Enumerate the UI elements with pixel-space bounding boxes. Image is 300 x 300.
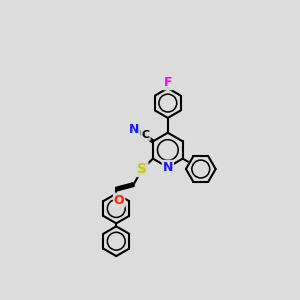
Text: N: N (129, 123, 140, 136)
Text: F: F (164, 76, 172, 89)
Text: O: O (114, 194, 124, 207)
Text: N: N (163, 161, 173, 174)
Text: C: C (142, 130, 150, 140)
Text: S: S (137, 162, 147, 176)
